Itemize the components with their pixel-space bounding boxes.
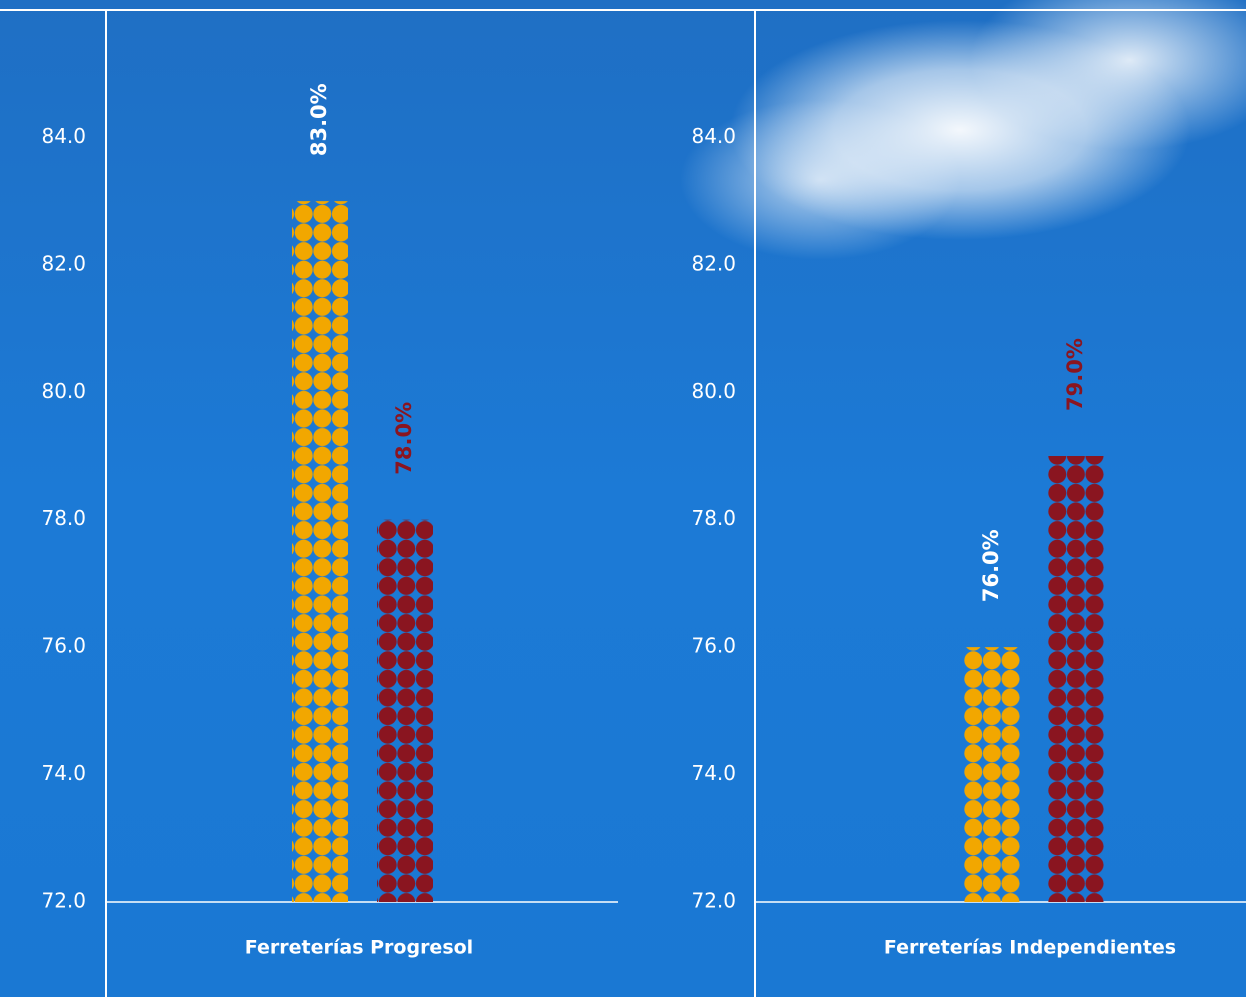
y-tick-label: 72.0	[691, 889, 736, 913]
y-tick-label: 74.0	[41, 761, 86, 785]
y-tick-label: 78.0	[691, 506, 736, 530]
bar	[292, 201, 348, 903]
bar	[964, 647, 1020, 902]
value-label: 83.0%	[307, 83, 331, 156]
y-tick-label: 84.0	[691, 124, 736, 148]
y-tick-label: 76.0	[41, 634, 86, 658]
y-tick-label: 78.0	[41, 506, 86, 530]
y-tick-label: 74.0	[691, 761, 736, 785]
y-tick-label: 80.0	[41, 379, 86, 403]
x-axis-label: Ferreterías Progresol	[245, 937, 473, 959]
y-tick-label: 80.0	[691, 379, 736, 403]
x-axis-label: Ferreterías Independientes	[884, 937, 1176, 959]
value-label: 79.0%	[1063, 338, 1087, 411]
value-label: 78.0%	[392, 402, 416, 475]
y-tick-label: 84.0	[41, 124, 86, 148]
y-tick-label: 82.0	[691, 251, 736, 275]
y-tick-label: 82.0	[41, 251, 86, 275]
bar	[1048, 456, 1104, 902]
value-label: 76.0%	[979, 529, 1003, 602]
y-tick-label: 76.0	[691, 634, 736, 658]
bar	[377, 519, 433, 902]
y-tick-label: 72.0	[41, 889, 86, 913]
